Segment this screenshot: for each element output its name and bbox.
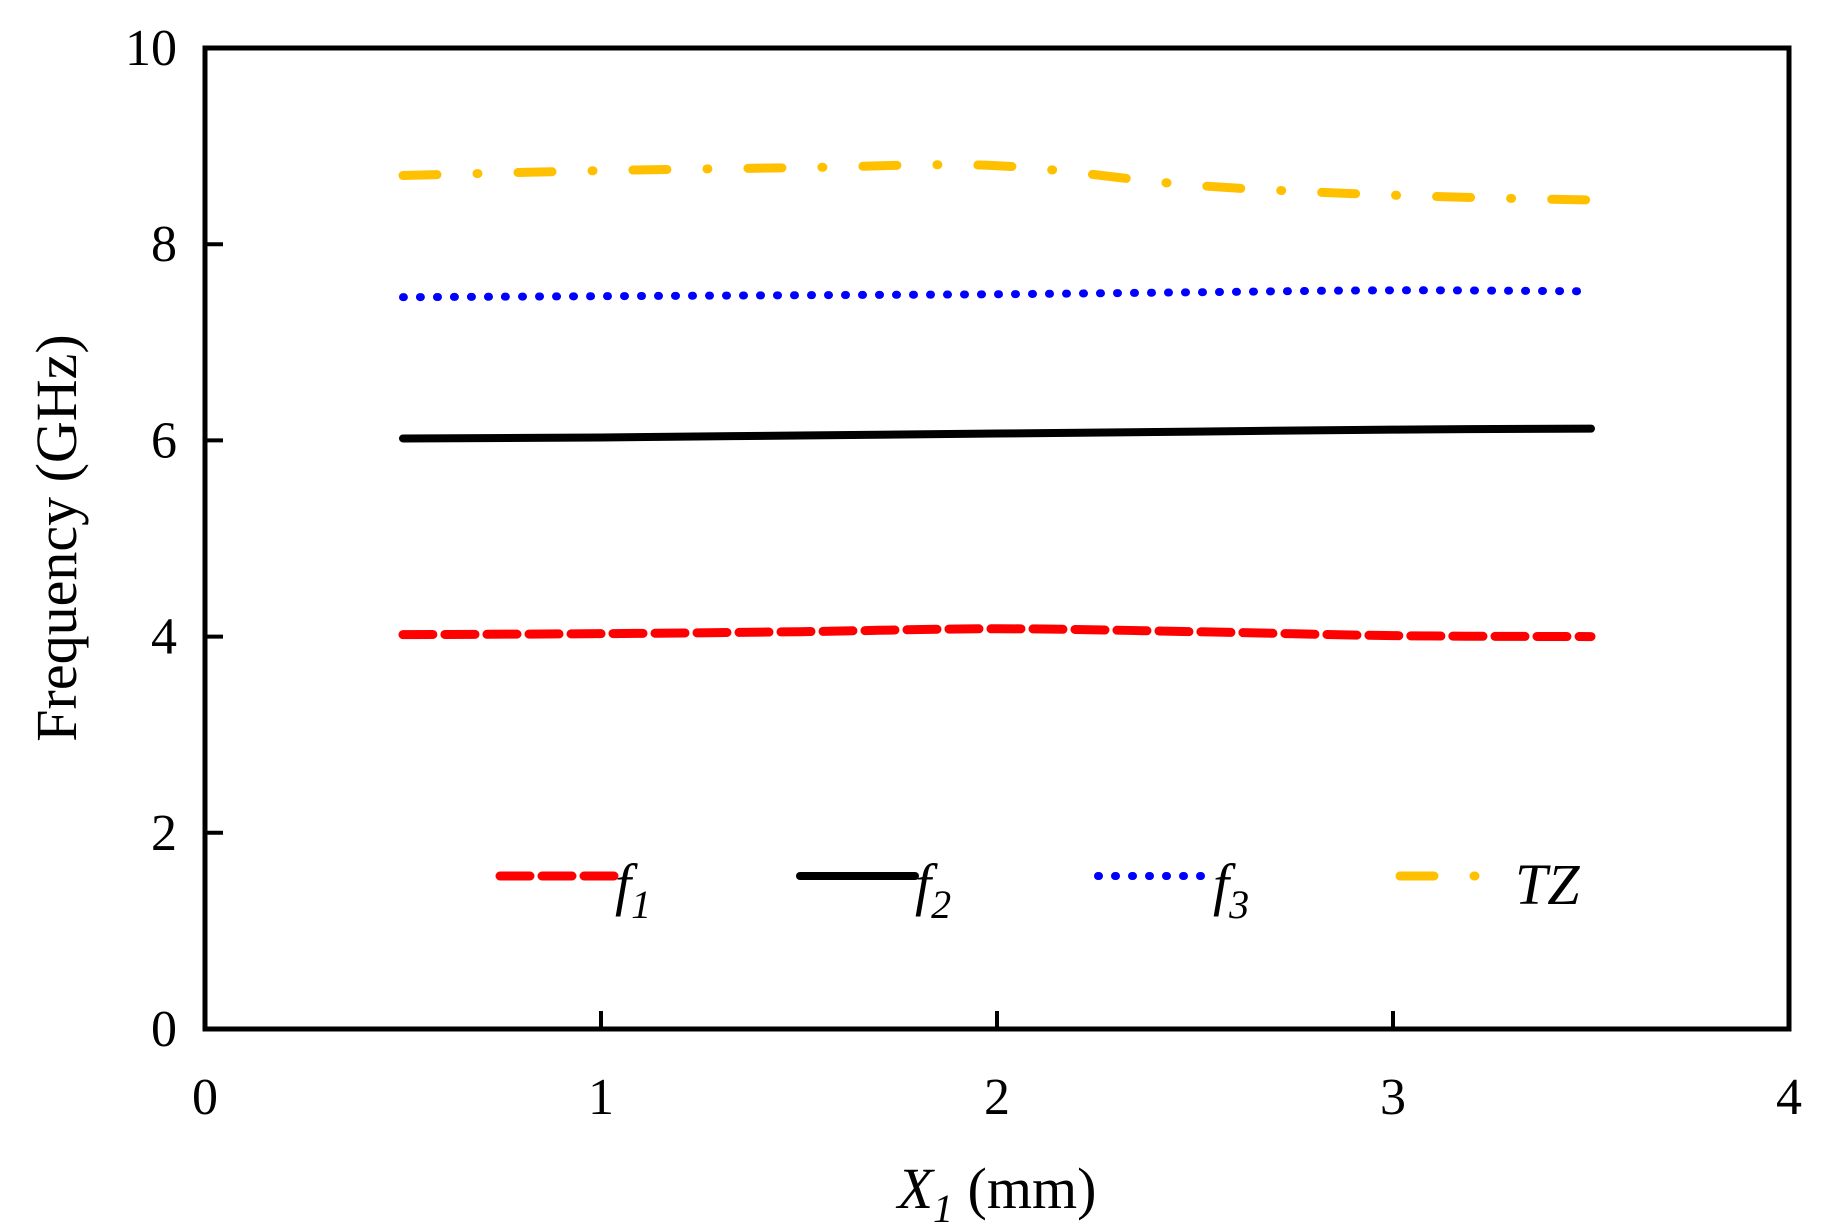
x-tick-label: 3 bbox=[1380, 1069, 1406, 1126]
x-axis-unit: (mm) bbox=[953, 1156, 1096, 1221]
legend-label-f2: f2 bbox=[915, 852, 951, 927]
y-tick-label: 10 bbox=[125, 20, 177, 77]
legend: f1 f2 f3 TZ bbox=[495, 852, 1580, 927]
series-line-f1 bbox=[398, 624, 1596, 642]
y-tick-label: 2 bbox=[151, 805, 177, 862]
legend-label-sub: 3 bbox=[1228, 882, 1249, 927]
legend-label-TZ: TZ bbox=[1515, 852, 1580, 917]
series-layer bbox=[398, 160, 1596, 642]
series-line-f2 bbox=[399, 424, 1595, 443]
x-axis-symbol: X bbox=[896, 1156, 936, 1221]
x-tick-label: 1 bbox=[588, 1069, 614, 1126]
y-tick-label: 0 bbox=[151, 1001, 177, 1058]
series-line-TZ bbox=[398, 160, 1596, 205]
x-tick-label: 4 bbox=[1776, 1069, 1802, 1126]
x-tick-label: 2 bbox=[984, 1069, 1010, 1126]
legend-label-main: TZ bbox=[1515, 852, 1580, 917]
x-axis-title: X1 (mm) bbox=[896, 1156, 1097, 1231]
y-tick-label: 4 bbox=[151, 609, 177, 666]
legend-label-f1: f1 bbox=[615, 852, 651, 927]
ticks-layer: 0 1 2 3 4 0 2 4 6 8 10 bbox=[125, 20, 1802, 1126]
x-axis-subscript: 1 bbox=[933, 1186, 953, 1231]
series-line-f3 bbox=[399, 286, 1595, 302]
y-tick-label: 6 bbox=[151, 412, 177, 469]
legend-label-sub: 2 bbox=[931, 882, 951, 927]
legend-label-f3: f3 bbox=[1213, 852, 1249, 927]
x-tick-label: 0 bbox=[192, 1069, 218, 1126]
y-axis-title: Frequency (GHz) bbox=[24, 334, 89, 741]
y-tick-label: 8 bbox=[151, 216, 177, 273]
legend-label-sub: 1 bbox=[631, 882, 651, 927]
